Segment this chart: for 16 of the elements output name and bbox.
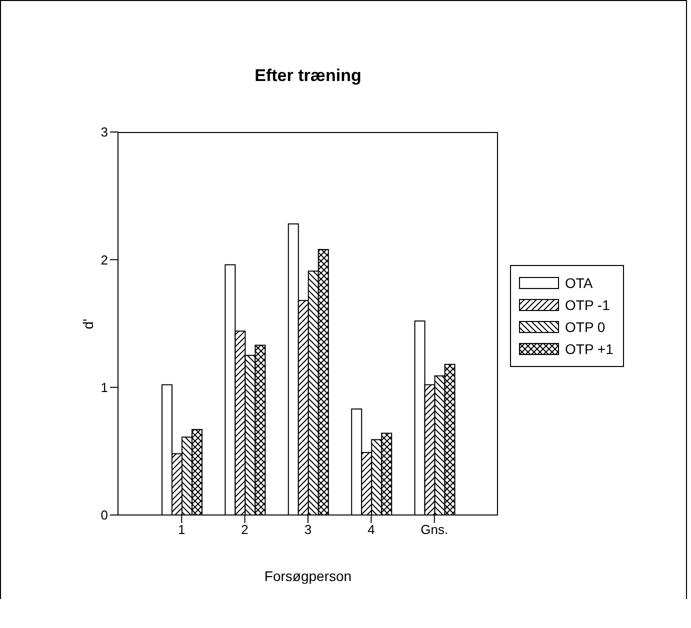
legend-label: OTP +1 — [565, 341, 614, 357]
x-axis-title: Forsøgperson — [263, 568, 353, 584]
chart-title: Efter træning — [254, 66, 362, 86]
x-tick-label: 2 — [241, 522, 248, 538]
x-tick-label: 1 — [178, 522, 186, 538]
y-tick-label: 1 — [100, 380, 108, 395]
x-tick-label: 3 — [304, 522, 312, 538]
y-tick-label: 2 — [100, 252, 108, 268]
legend-label: OTP -1 — [565, 297, 610, 313]
legend-label: OTA — [565, 275, 593, 291]
x-tick-label: Gns. — [420, 522, 448, 538]
y-tick-label: 0 — [100, 508, 108, 523]
legend-label: OTP 0 — [565, 319, 606, 335]
y-axis-title: d' — [80, 317, 97, 331]
y-tick-label: 3 — [100, 124, 108, 140]
x-tick-label: 4 — [368, 522, 375, 538]
